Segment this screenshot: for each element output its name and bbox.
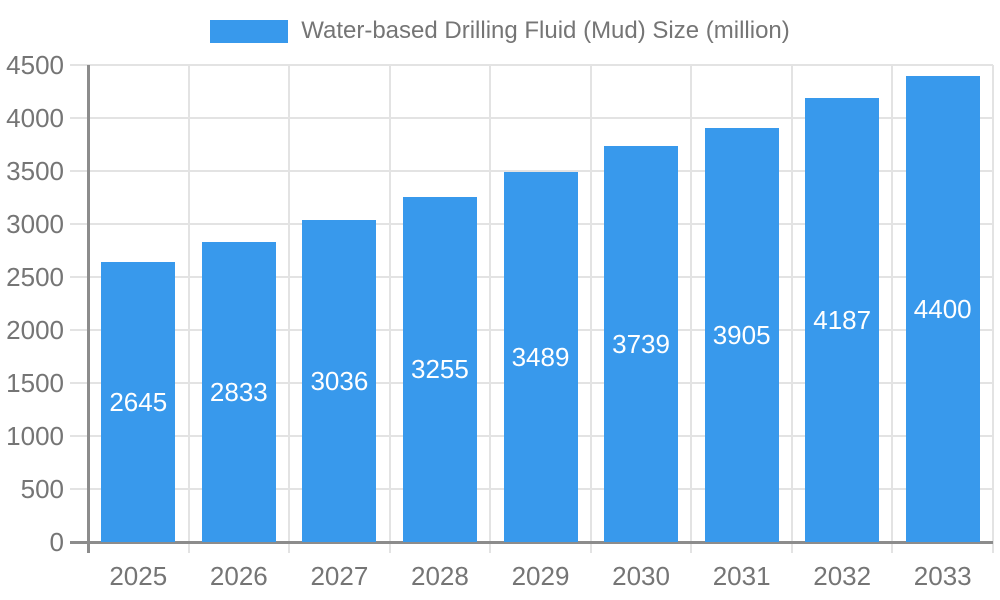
bar-value-label: 2833 <box>209 376 268 407</box>
y-axis-label: 1000 <box>6 421 64 451</box>
legend-label: Water-based Drilling Fluid (Mud) Size (m… <box>301 17 790 44</box>
bar <box>503 172 578 542</box>
x-axis-label: 2025 <box>109 561 168 591</box>
x-axis-label: 2032 <box>813 561 872 591</box>
v-gridline <box>790 65 793 553</box>
bar-value-label: 3905 <box>712 320 771 351</box>
y-axis-label: 500 <box>20 474 64 504</box>
x-axis-label: 2026 <box>209 561 268 591</box>
v-gridline <box>388 65 391 553</box>
y-axis-label: 2000 <box>6 315 64 345</box>
legend-swatch <box>210 19 289 43</box>
y-axis-line <box>87 65 90 553</box>
v-gridline <box>288 65 291 553</box>
bar-value-label: 2645 <box>109 386 168 417</box>
bar-value-label: 3255 <box>411 354 469 385</box>
x-axis-label: 2033 <box>913 561 972 591</box>
v-gridline <box>690 65 693 553</box>
y-axis-label: 0 <box>49 527 64 557</box>
bar <box>704 128 779 542</box>
bar-value-label: 3489 <box>511 342 570 373</box>
v-gridline <box>187 65 190 553</box>
y-axis-label: 2500 <box>6 262 64 292</box>
y-axis-label: 3500 <box>6 156 64 186</box>
h-gridline <box>70 117 993 119</box>
bar <box>101 261 176 542</box>
bar-value-label: 4187 <box>813 305 872 336</box>
bar <box>604 145 679 542</box>
x-axis-label: 2030 <box>612 561 670 591</box>
bar-value-label: 4400 <box>913 293 972 324</box>
x-axis-label: 2031 <box>712 561 771 591</box>
legend-item[interactable]: Water-based Drilling Fluid (Mud) Size (m… <box>0 17 1000 45</box>
bar <box>905 75 980 542</box>
y-axis-label: 3000 <box>6 209 64 239</box>
bar-value-label: 3739 <box>612 328 670 359</box>
h-gridline <box>70 170 993 172</box>
y-axis-label: 1500 <box>6 368 64 398</box>
bar-value-label: 3036 <box>310 366 369 397</box>
h-gridline <box>70 64 993 66</box>
v-gridline <box>891 65 894 553</box>
bar <box>805 98 880 542</box>
bar <box>201 241 276 542</box>
y-axis-label: 4500 <box>6 50 64 80</box>
bar <box>402 196 477 542</box>
x-axis-label: 2029 <box>511 561 570 591</box>
y-axis-label: 4000 <box>6 103 64 133</box>
x-axis-label: 2027 <box>310 561 369 591</box>
x-axis-line <box>70 541 993 544</box>
v-gridline <box>489 65 492 553</box>
x-axis-label: 2028 <box>411 561 469 591</box>
v-gridline <box>992 65 994 553</box>
bar <box>302 220 377 542</box>
v-gridline <box>589 65 592 553</box>
